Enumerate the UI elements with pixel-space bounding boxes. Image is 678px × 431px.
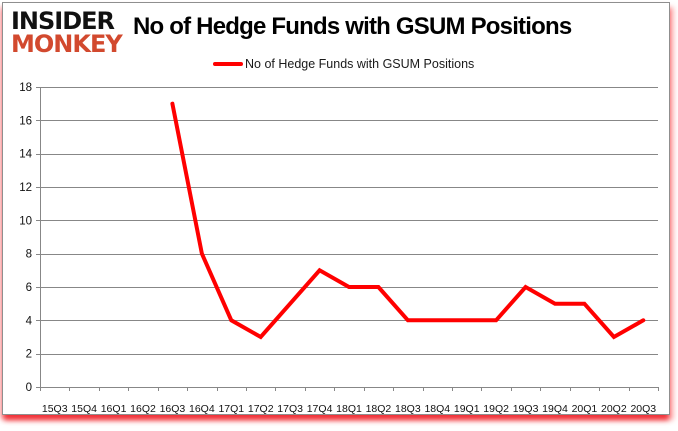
svg-text:15Q4: 15Q4 — [71, 403, 97, 414]
svg-text:0: 0 — [26, 382, 32, 394]
chart-card: INSIDER MONKEY No of Hedge Funds with GS… — [2, 2, 670, 415]
gridlines — [36, 87, 658, 388]
chart-title: No of Hedge Funds with GSUM Positions — [133, 13, 572, 40]
svg-text:14: 14 — [19, 149, 32, 161]
svg-text:20Q3: 20Q3 — [630, 403, 656, 414]
svg-text:16Q3: 16Q3 — [160, 403, 186, 414]
svg-text:19Q4: 19Q4 — [542, 403, 568, 414]
svg-text:17Q2: 17Q2 — [248, 403, 274, 414]
svg-text:15Q3: 15Q3 — [42, 403, 68, 414]
svg-text:16Q4: 16Q4 — [189, 403, 215, 414]
legend-line-swatch — [213, 62, 243, 66]
svg-text:19Q3: 19Q3 — [513, 403, 539, 414]
svg-text:18Q1: 18Q1 — [336, 403, 362, 414]
svg-text:19Q1: 19Q1 — [454, 403, 480, 414]
svg-text:18Q2: 18Q2 — [366, 403, 392, 414]
svg-text:20Q2: 20Q2 — [601, 403, 627, 414]
insider-monkey-logo: INSIDER MONKEY — [11, 7, 123, 58]
svg-text:17Q3: 17Q3 — [277, 403, 303, 414]
svg-text:6: 6 — [26, 282, 32, 294]
svg-text:18Q3: 18Q3 — [395, 403, 421, 414]
x-axis-ticks — [40, 387, 659, 391]
svg-text:8: 8 — [26, 249, 32, 261]
svg-text:16Q1: 16Q1 — [101, 403, 127, 414]
svg-text:4: 4 — [26, 315, 33, 327]
svg-text:12: 12 — [19, 182, 32, 194]
svg-text:17Q4: 17Q4 — [307, 403, 333, 414]
logo-monkey-text: MONKEY — [11, 30, 123, 58]
logo-insider-text: INSIDER — [11, 7, 115, 35]
svg-text:19Q2: 19Q2 — [483, 403, 509, 414]
y-axis-labels: 0 2 4 6 8 10 12 14 16 18 — [19, 82, 32, 394]
x-axis-labels: 15Q3 15Q4 16Q1 16Q2 16Q3 16Q4 17Q1 17Q2 17Q3 17Q4… — [42, 403, 656, 414]
svg-text:17Q1: 17Q1 — [218, 403, 244, 414]
series-line-gsum — [170, 101, 646, 340]
svg-text:16Q2: 16Q2 — [130, 403, 156, 414]
svg-text:2: 2 — [26, 349, 32, 361]
svg-text:16: 16 — [19, 115, 32, 127]
svg-text:20Q1: 20Q1 — [572, 403, 598, 414]
legend: No of Hedge Funds with GSUM Positions — [213, 56, 474, 72]
svg-text:18: 18 — [19, 82, 32, 94]
svg-text:18Q4: 18Q4 — [424, 403, 450, 414]
legend-label: No of Hedge Funds with GSUM Positions — [245, 57, 475, 71]
svg-text:10: 10 — [19, 215, 32, 227]
